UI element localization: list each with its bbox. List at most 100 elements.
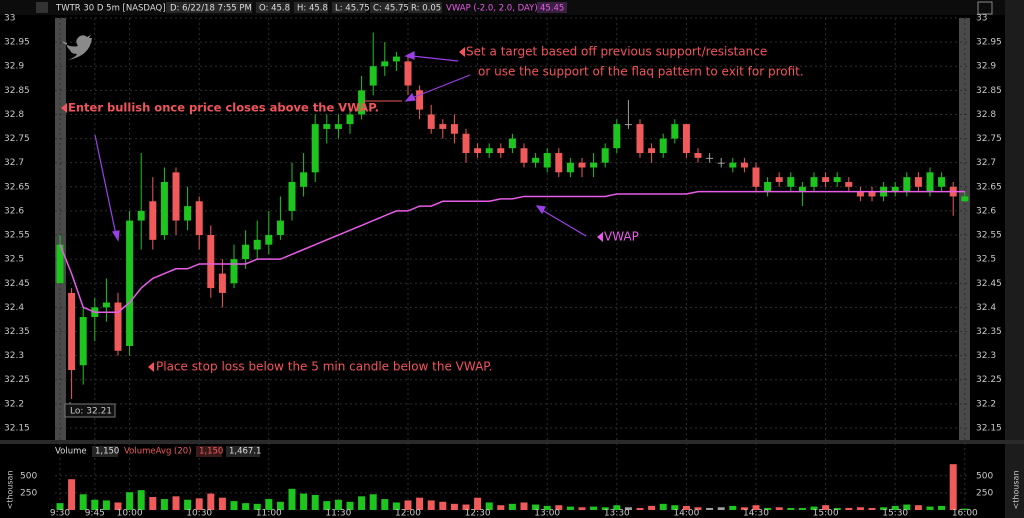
open: O: 45.8 [259, 4, 290, 14]
header-box [408, 2, 442, 13]
symbol: TWTR 30 D 5m [NASDAQ] [55, 4, 166, 14]
candle-body [334, 124, 342, 129]
candle-body [265, 235, 273, 245]
volume-bar [114, 502, 122, 510]
volume-bar [532, 504, 540, 510]
volume-bar [926, 506, 934, 510]
vwap-line [59, 190, 965, 313]
y-tick-label: 32.7 [976, 158, 996, 168]
volume-bar [195, 498, 203, 510]
y-tick-label: 32.45 [4, 279, 30, 289]
candle-body [242, 244, 250, 260]
candle-body [717, 162, 725, 164]
y-tick-label: 32.6 [976, 206, 996, 216]
y-tick-label: 32.5 [4, 255, 24, 265]
candle-body [462, 133, 470, 154]
candle-body [427, 114, 435, 129]
date: D: 6/22/18 7:55 PM [170, 4, 252, 14]
arrowhead [404, 51, 415, 60]
x-tick-label: 15:00 [813, 509, 839, 518]
header-icon [36, 2, 48, 13]
volume-value: 1,150 [95, 447, 119, 457]
x-tick-label: 12:30 [465, 509, 491, 518]
volume-bar [265, 499, 273, 510]
candle-body [369, 66, 377, 86]
annotation: or use the support of the flaq pattern t… [478, 65, 804, 79]
volume-bar [949, 464, 957, 510]
candle-body [288, 181, 296, 211]
candle-body [740, 162, 748, 168]
candle-body [439, 124, 447, 129]
volume-title: Volume [55, 447, 87, 457]
volume-bar [79, 494, 87, 510]
volume-bar [218, 497, 226, 510]
candle-body [311, 124, 319, 173]
annotation: Set a target based off previous support/… [466, 45, 767, 59]
header-box [166, 2, 252, 13]
volume-bar [613, 505, 621, 510]
x-tick-label: 14:30 [743, 509, 769, 518]
annotation: Enter bullish once price closes above th… [68, 101, 379, 115]
volume-bar [694, 507, 702, 510]
x-tick-label: 14:00 [673, 509, 699, 518]
logo [62, 35, 92, 60]
candle-body [590, 162, 598, 168]
volume-bar [822, 505, 830, 510]
annotation: Place stop loss below the 5 min candle b… [156, 360, 492, 374]
candle-body [624, 124, 632, 126]
candle-body [659, 138, 667, 154]
volume-y-label: <thousan [1012, 470, 1021, 509]
y-tick-label: 32.35 [976, 327, 1002, 337]
arrows [94, 51, 587, 242]
annotation-pointer [61, 103, 67, 113]
volume-bar [775, 507, 783, 510]
y-tick-label: 32.5 [976, 255, 996, 265]
volume-bar [648, 505, 656, 510]
candle-body [300, 172, 308, 187]
candle-body [207, 235, 215, 289]
candle-body [532, 157, 540, 163]
header-box [332, 2, 366, 13]
volume-bar [798, 507, 806, 510]
volume-bar [601, 507, 609, 510]
volume-y-label: <thousan [6, 470, 15, 509]
y-tick-label: 32.8 [4, 110, 24, 120]
volume-bar [636, 507, 644, 510]
candle-body [102, 302, 110, 308]
volume-bar [427, 500, 435, 510]
y-tick-label: 32.95 [4, 38, 30, 48]
volume-bar [706, 507, 714, 510]
arrow [411, 74, 471, 99]
arrow [411, 55, 459, 62]
candle-body [520, 148, 528, 163]
candle-body [566, 162, 574, 173]
volume-bar [543, 505, 551, 510]
volume-bar [914, 505, 922, 510]
y-tick-label: 32.4 [4, 303, 24, 313]
volume-bar [740, 507, 748, 510]
header-box [92, 446, 118, 457]
volume-bar [717, 507, 725, 510]
candle-body [694, 153, 702, 158]
volume-bar [160, 499, 168, 510]
settings-icon[interactable] [977, 1, 993, 15]
volume-bar [369, 494, 377, 510]
candle-body [636, 124, 644, 154]
candle-body [914, 177, 922, 187]
volume-bar [845, 507, 853, 510]
volume-bar [137, 490, 145, 510]
x-tick-label: 16:00 [952, 509, 978, 518]
annotation-pointer [148, 362, 154, 372]
volume-bar [404, 500, 412, 510]
volume-bar [334, 499, 342, 510]
volume-bar [300, 493, 308, 510]
volume-bar [856, 507, 864, 510]
y-tick-label: 250 [976, 488, 993, 498]
candle-body [358, 90, 366, 115]
volume-bar [566, 506, 574, 510]
candle-body [775, 177, 783, 182]
arrowhead [112, 230, 120, 242]
volume-bar [624, 507, 632, 510]
volume-bar [56, 503, 64, 510]
